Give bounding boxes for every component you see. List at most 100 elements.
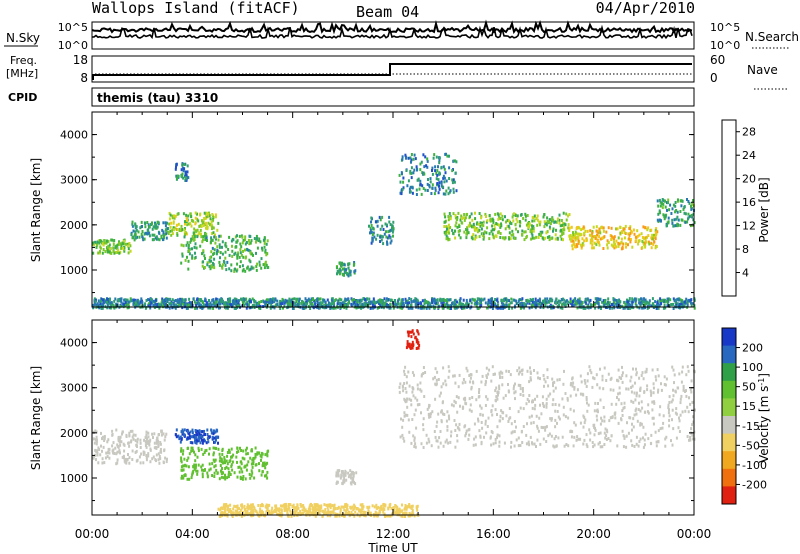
power-echo-cell	[612, 297, 615, 301]
power-echo-cell	[550, 236, 553, 240]
velocity-echo-cell	[299, 510, 302, 513]
velocity-echo-cell	[498, 384, 501, 388]
velocity-echo-cell	[468, 374, 471, 377]
power-echo-cell	[619, 231, 622, 235]
power-echo-cell	[607, 303, 610, 307]
velocity-echo-cell	[420, 389, 423, 393]
velocity-echo-cell	[435, 439, 438, 443]
power-echo-cell	[260, 266, 263, 270]
power-echo-cell	[615, 299, 618, 302]
velocity-echo-cell	[428, 403, 431, 407]
velocity-echo-cell	[529, 371, 532, 375]
velocity-echo-cell	[525, 442, 528, 446]
velocity-echo-cell	[403, 439, 406, 443]
power-echo-cell	[362, 297, 365, 301]
velocity-echo-cell	[342, 474, 345, 478]
power-echo-cell	[330, 306, 333, 310]
power-echo-cell	[312, 306, 315, 310]
velocity-echo-cell	[103, 461, 106, 465]
power-echo-cell	[440, 184, 443, 188]
velocity-echo-cell	[428, 415, 431, 419]
velocity-echo-cell	[642, 425, 645, 429]
power-echo-cell	[412, 157, 415, 161]
power-echo-cell	[167, 232, 170, 235]
nave-tick-top: 60	[710, 53, 725, 67]
velocity-echo-cell	[613, 412, 616, 416]
velocity-echo-cell	[214, 430, 217, 434]
velocity-echo-cell	[634, 381, 636, 385]
velocity-echo-cell	[690, 379, 693, 383]
velocity-echo-cell	[218, 452, 221, 456]
velocity-echo-cell	[576, 388, 579, 392]
velocity-echo-cell	[507, 420, 510, 423]
power-echo-cell	[346, 298, 349, 302]
power-echo-cell	[150, 223, 152, 226]
velocity-echo-cell	[528, 443, 531, 447]
power-echo-cell	[527, 225, 530, 229]
velocity-echo-cell	[525, 402, 528, 406]
power-echo-cell	[657, 212, 660, 216]
velocity-echo-cell	[639, 421, 642, 425]
power-echo-cell	[204, 216, 207, 220]
velocity-echo-cell	[94, 453, 97, 457]
velocity-echo-cell	[635, 412, 638, 416]
power-echo-cell	[522, 216, 525, 220]
power-echo-cell	[215, 297, 218, 301]
velocity-echo-cell	[606, 430, 609, 434]
power-echo-cell	[663, 215, 666, 219]
power-echo-cell	[156, 220, 159, 224]
velocity-echo-cell	[289, 509, 292, 513]
power-echo-cell	[605, 302, 608, 306]
power-echo-cell	[182, 212, 185, 216]
power-echo-cell	[494, 212, 497, 216]
velocity-echo-cell	[625, 445, 628, 449]
velocity-echo-cell	[663, 375, 666, 379]
power-echo-cell	[234, 235, 237, 239]
velocity-echo-cell	[347, 471, 350, 475]
power-echo-cell	[233, 252, 236, 256]
power-echo-cell	[389, 241, 392, 245]
power-echo-cell	[642, 300, 645, 304]
power-echo-cell	[117, 242, 120, 246]
power-echo-cell	[532, 229, 535, 233]
power-echo-cell	[667, 201, 669, 205]
power-echo-cell	[108, 243, 111, 247]
velocity-echo-cell	[639, 389, 642, 392]
power-echo-cell	[564, 300, 567, 304]
velocity-echo-cell	[338, 469, 341, 473]
velocity-echo-cell	[427, 437, 430, 441]
power-echo-cell	[578, 303, 581, 307]
power-echo-cell	[656, 306, 658, 310]
power-echo-cell	[568, 234, 571, 238]
velocity-echo-cell	[119, 451, 121, 455]
power-echo-cell	[198, 231, 201, 235]
velocity-echo-cell	[236, 446, 239, 450]
velocity-echo-cell	[189, 430, 192, 434]
velocity-echo-cell	[401, 433, 404, 437]
velocity-echo-cell	[249, 456, 252, 460]
velocity-echo-cell	[466, 369, 469, 373]
power-echo-cell	[562, 231, 565, 235]
power-echo-cell	[389, 236, 392, 240]
velocity-echo-cell	[207, 440, 210, 444]
velocity-echo-cell	[542, 437, 545, 441]
velocity-echo-cell	[586, 372, 589, 376]
power-echo-cell	[290, 301, 293, 304]
power-echo-cell	[466, 226, 469, 230]
power-echo-cell	[216, 228, 219, 232]
power-echo-cell	[598, 298, 601, 302]
velocity-echo-cell	[95, 442, 98, 446]
velocity-echo-cell	[215, 438, 217, 442]
power-echo-cell	[463, 213, 466, 216]
velocity-echo-cell	[179, 440, 182, 444]
power-echo-cell	[110, 301, 113, 305]
velocity-echo-cell	[122, 442, 125, 446]
power-echo-cell	[206, 239, 208, 242]
power-echo-cell	[533, 214, 536, 218]
power-echo-cell	[410, 171, 413, 175]
power-echo-cell	[190, 224, 193, 228]
power-echo-cell	[455, 306, 458, 310]
power-echo-cell	[296, 302, 299, 306]
power-echo-cell	[499, 212, 502, 216]
velocity-echo-cell	[572, 444, 575, 448]
